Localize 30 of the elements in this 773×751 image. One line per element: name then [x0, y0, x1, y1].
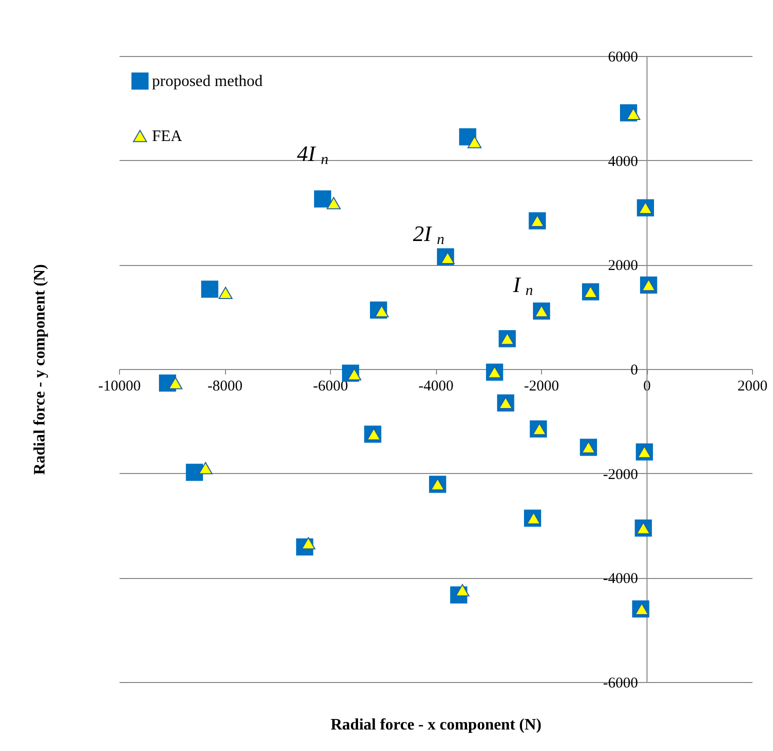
y-tick-label: -6000 — [603, 676, 638, 692]
point — [198, 462, 213, 474]
y-tick-label: -2000 — [603, 466, 638, 483]
y-tick-label: 6000 — [608, 50, 638, 66]
x-tick-label: 2000 — [738, 378, 768, 394]
legend-label: proposed method — [152, 73, 263, 90]
y-tick-label: -4000 — [603, 571, 638, 588]
point — [314, 190, 332, 208]
point — [347, 368, 362, 380]
y-tick-label: 4000 — [608, 154, 638, 170]
point — [626, 108, 640, 120]
x-tick-label: -10000 — [98, 378, 141, 394]
x-tick-label: -6000 — [313, 378, 348, 394]
x-axis-title: Radial force - x component (N) — [330, 716, 542, 734]
y-axis-title: Radial force - y component (N) — [32, 264, 48, 475]
point — [468, 136, 482, 148]
point — [201, 280, 218, 298]
point — [168, 376, 182, 390]
point — [326, 196, 341, 210]
point — [186, 464, 203, 481]
x-tick-label: -8000 — [208, 378, 242, 394]
y-tick-label: 2000 — [608, 258, 638, 274]
x-tick-label: 0 — [643, 378, 651, 394]
legend-label: FEA — [152, 128, 183, 145]
point — [455, 584, 470, 596]
x-tick-label: -4000 — [418, 378, 454, 394]
point — [301, 537, 316, 550]
x-tick-label: -2000 — [524, 378, 559, 394]
y-tick-label: 0 — [630, 362, 638, 378]
point — [218, 286, 233, 299]
